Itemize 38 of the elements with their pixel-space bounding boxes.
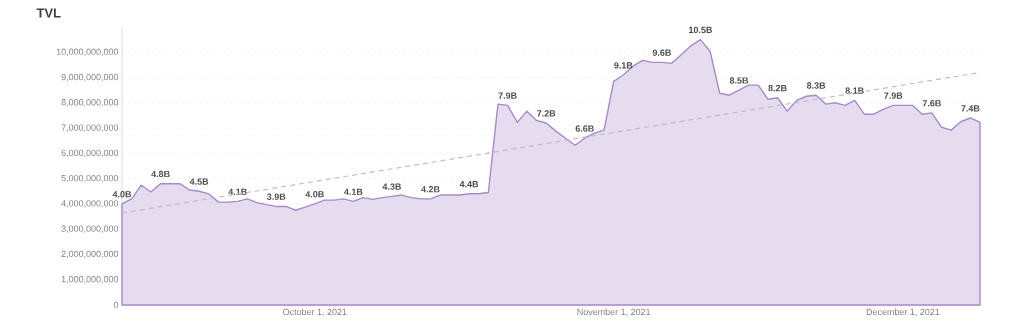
- y-tick-label: 1,000,000,000: [61, 276, 119, 284]
- data-label: 8.5B: [729, 77, 749, 84]
- y-tick-label: 7,000,000,000: [61, 124, 119, 132]
- y-tick-label: 10,000,000,000: [56, 48, 119, 56]
- x-tick-label: October 1, 2021: [283, 308, 347, 317]
- y-tick-label: 4,000,000,000: [61, 200, 119, 208]
- data-label: 7.6B: [922, 100, 941, 107]
- data-label: 4.3B: [382, 183, 401, 190]
- data-label: 9.1B: [614, 62, 633, 69]
- data-label: 10.5B: [689, 26, 712, 34]
- data-label: 8.1B: [845, 87, 864, 94]
- data-label: 9.6B: [652, 49, 671, 56]
- data-label: 8.2B: [768, 84, 787, 92]
- y-tick-label: 0: [113, 301, 119, 309]
- y-tick-label: 2,000,000,000: [61, 250, 119, 259]
- data-label: 4.0B: [305, 191, 324, 198]
- data-label: 4.5B: [189, 178, 209, 185]
- y-tick-label: 8,000,000,000: [61, 99, 119, 107]
- data-label: 4.0B: [112, 191, 132, 198]
- data-label: 7.9B: [498, 92, 517, 99]
- data-label: 4.2B: [421, 186, 440, 193]
- x-tick-label: December 1, 2021: [866, 308, 940, 317]
- data-label: 7.4B: [961, 105, 980, 112]
- data-label: 7.9B: [884, 92, 903, 99]
- y-tick-label: 3,000,000,000: [61, 225, 119, 233]
- data-label: 4.1B: [344, 188, 363, 195]
- data-label: 4.8B: [151, 170, 170, 178]
- x-tick-label: November 1, 2021: [577, 308, 651, 317]
- data-label: 6.6B: [575, 125, 594, 132]
- data-label: 3.9B: [266, 193, 286, 200]
- y-tick-label: 6,000,000,000: [61, 149, 119, 158]
- data-label: 8.3B: [806, 82, 826, 89]
- chart-title: TVL: [36, 8, 61, 18]
- y-tick-label: 5,000,000,000: [61, 174, 119, 183]
- y-tick-label: 9,000,000,000: [61, 73, 119, 82]
- data-label: 4.4B: [459, 181, 479, 188]
- data-label: 4.1B: [228, 188, 247, 195]
- data-label: 7.2B: [537, 110, 556, 117]
